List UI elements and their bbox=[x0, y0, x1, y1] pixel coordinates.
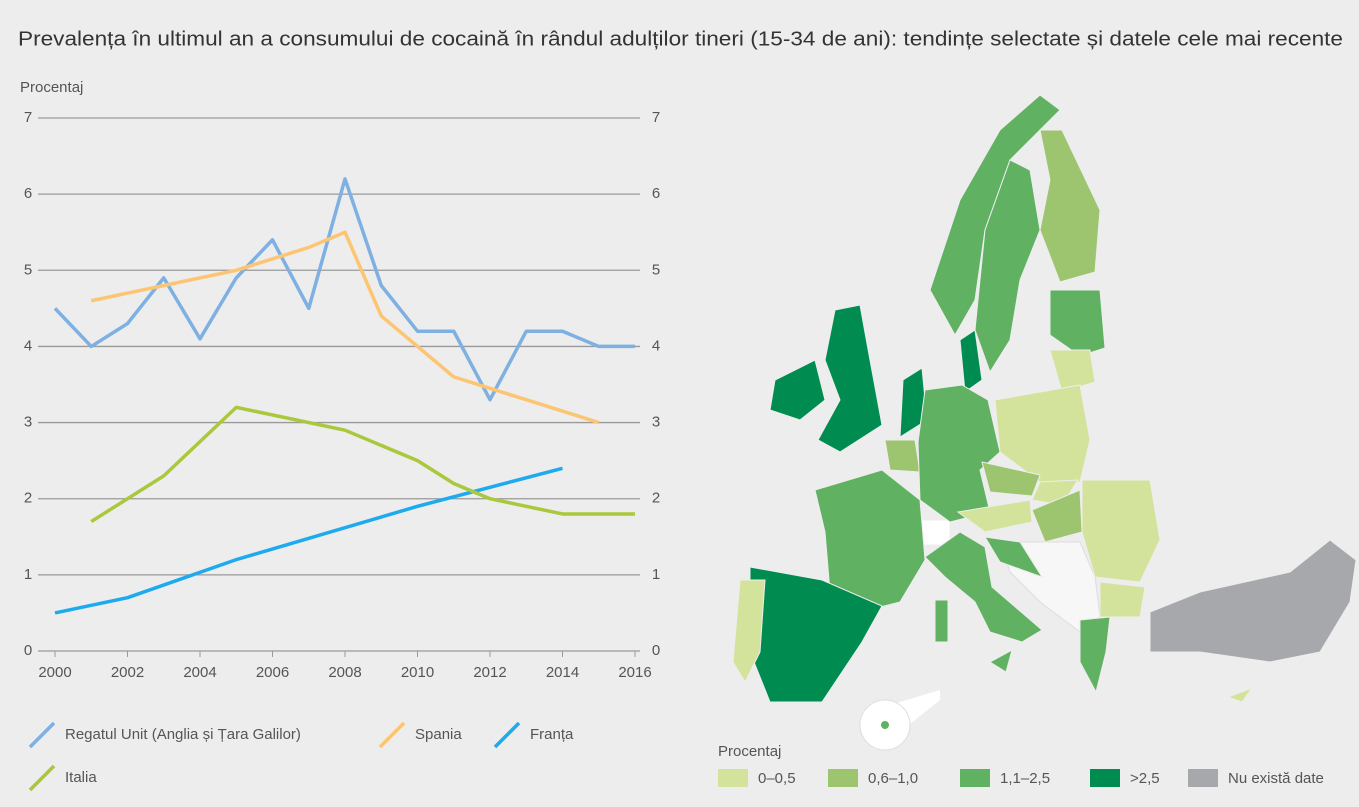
country bbox=[981, 461, 1041, 497]
country bbox=[917, 384, 1001, 523]
country bbox=[974, 159, 1041, 374]
country bbox=[959, 329, 983, 393]
legend-swatch bbox=[28, 721, 56, 749]
country bbox=[1039, 129, 1101, 283]
country bbox=[1049, 289, 1106, 357]
y2-tick-label: 0 bbox=[652, 642, 660, 659]
country bbox=[1049, 349, 1096, 393]
map-legend-label: 0–0,5 bbox=[758, 770, 796, 787]
x-tick-label: 2014 bbox=[546, 664, 579, 681]
country bbox=[1149, 539, 1357, 663]
map-legend-swatch bbox=[828, 769, 858, 787]
y-tick-label: 6 bbox=[24, 185, 32, 202]
country bbox=[1081, 479, 1161, 583]
y-tick-label: 7 bbox=[24, 109, 32, 126]
malta bbox=[881, 721, 889, 729]
y2-tick-label: 5 bbox=[652, 261, 660, 278]
x-tick-label: 2002 bbox=[111, 664, 144, 681]
map-legend-title: Procentaj bbox=[718, 743, 781, 760]
country bbox=[732, 579, 766, 684]
series-line bbox=[90, 230, 600, 425]
country bbox=[817, 304, 883, 453]
map-legend-swatch bbox=[718, 769, 748, 787]
y-tick-label: 0 bbox=[24, 642, 32, 659]
y2-tick-label: 6 bbox=[652, 185, 660, 202]
y-tick-label: 1 bbox=[24, 566, 32, 583]
x-tick-label: 2008 bbox=[328, 664, 361, 681]
country bbox=[884, 439, 921, 473]
map-legend-label: >2,5 bbox=[1130, 770, 1160, 787]
series-line bbox=[54, 466, 563, 615]
chart-title: Prevalența în ultimul an a consumului de… bbox=[18, 28, 1343, 50]
country bbox=[934, 599, 949, 643]
x-tick-label: 2010 bbox=[401, 664, 434, 681]
series-line bbox=[53, 177, 635, 402]
country bbox=[924, 531, 1043, 643]
y2-tick-label: 4 bbox=[652, 337, 660, 354]
country bbox=[994, 384, 1091, 483]
country bbox=[814, 469, 926, 613]
x-tick-label: 2006 bbox=[256, 664, 289, 681]
legend-swatch bbox=[378, 721, 406, 749]
map-legend-label: 1,1–2,5 bbox=[1000, 770, 1050, 787]
y2-tick-label: 7 bbox=[652, 109, 660, 126]
legend-label: Spania bbox=[415, 726, 462, 743]
country bbox=[1226, 686, 1254, 703]
map-legend-label: 0,6–1,0 bbox=[868, 770, 918, 787]
y2-tick-label: 2 bbox=[652, 490, 660, 507]
country bbox=[929, 94, 1061, 337]
legend-label: Franța bbox=[530, 726, 574, 743]
legend-swatch bbox=[28, 764, 56, 792]
map bbox=[732, 94, 1357, 751]
x-tick-label: 2016 bbox=[618, 664, 651, 681]
y2-tick-label: 1 bbox=[652, 566, 660, 583]
series-line bbox=[90, 405, 635, 524]
legend-swatch bbox=[493, 721, 521, 749]
x-tick-label: 2012 bbox=[473, 664, 506, 681]
map-legend-swatch bbox=[1090, 769, 1120, 787]
y-tick-label: 4 bbox=[24, 337, 32, 354]
y-tick-label: 3 bbox=[24, 414, 32, 431]
map-legend-swatch bbox=[1188, 769, 1218, 787]
country bbox=[984, 536, 1044, 578]
x-tick-label: 2000 bbox=[38, 664, 71, 681]
country bbox=[769, 359, 826, 421]
country bbox=[989, 648, 1013, 673]
country bbox=[1099, 581, 1146, 618]
map-legend-label: Nu există date bbox=[1228, 770, 1324, 787]
country bbox=[956, 499, 1033, 533]
y-tick-label: 2 bbox=[24, 490, 32, 507]
y-axis-label: Procentaj bbox=[20, 79, 83, 96]
legend-label: Regatul Unit (Anglia și Țara Galilor) bbox=[65, 726, 301, 743]
y-tick-label: 5 bbox=[24, 261, 32, 278]
country bbox=[1079, 616, 1111, 694]
no-data-area bbox=[919, 519, 951, 546]
x-tick-label: 2004 bbox=[183, 664, 216, 681]
legend-label: Italia bbox=[65, 769, 97, 786]
y2-tick-label: 3 bbox=[652, 414, 660, 431]
map-legend-swatch bbox=[960, 769, 990, 787]
